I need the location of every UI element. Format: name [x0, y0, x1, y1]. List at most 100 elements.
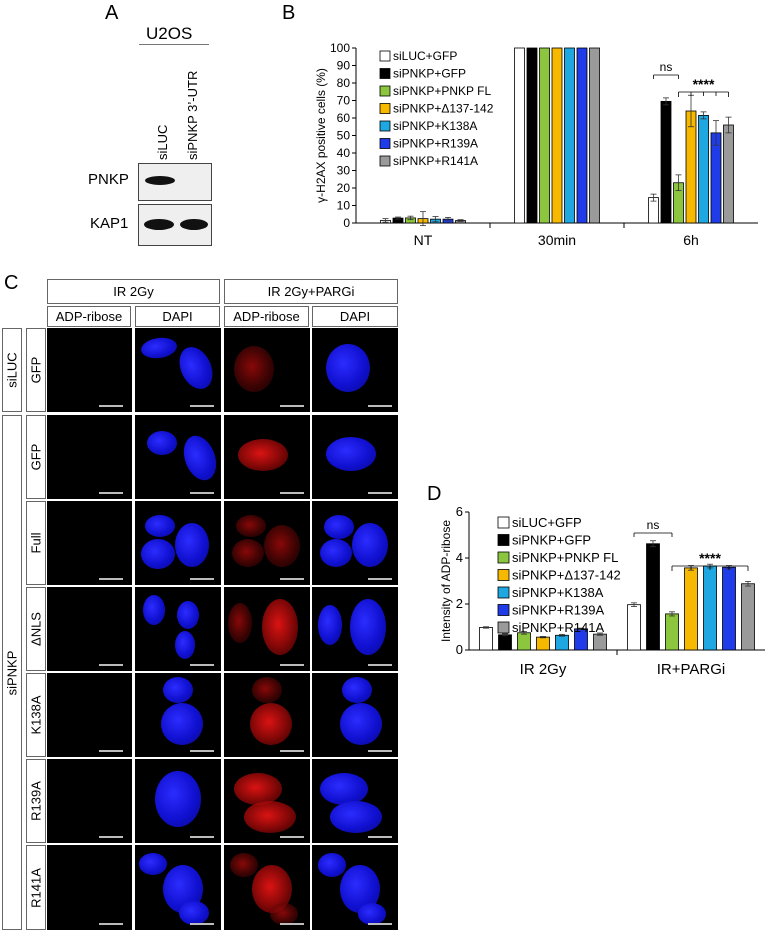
legend-label: siPNKP+Δ137-142	[393, 102, 494, 116]
condition-ir2gy-pargi: IR 2Gy+PARGi	[224, 279, 398, 304]
scale-bar	[99, 664, 123, 666]
legend-label: siPNKP+K138A	[512, 585, 604, 600]
x-category-label: IR 2Gy	[520, 661, 567, 678]
bar	[684, 567, 698, 651]
micro-r4-c1	[47, 587, 132, 671]
blot-label-pnkp: PNKP	[88, 171, 129, 188]
x-category-label: 6h	[683, 232, 699, 248]
nucleus	[234, 346, 274, 392]
bar	[526, 47, 538, 224]
scale-bar	[99, 750, 123, 752]
group-sipnkp: siPNKP	[2, 415, 22, 930]
y-tick-label: 100	[330, 41, 350, 55]
bar	[551, 47, 563, 224]
nucleus	[163, 677, 193, 703]
bar	[514, 47, 525, 224]
y-tick-label: 50	[337, 129, 351, 143]
micro-r1-c4	[312, 328, 398, 412]
y-tick-label: 10	[337, 199, 351, 213]
legend-swatch	[497, 604, 510, 616]
legend-swatch	[379, 120, 391, 132]
y-tick-label: 0	[456, 642, 463, 657]
scale-bar	[190, 750, 214, 752]
y-tick-label: 80	[337, 76, 351, 90]
channel-adpr-2: ADP-ribose	[224, 306, 309, 327]
bar	[703, 565, 717, 651]
nucleus	[252, 677, 282, 703]
bar	[710, 132, 722, 224]
channel-dapi-1: DAPI	[135, 306, 220, 327]
nucleus	[139, 335, 179, 361]
micro-r3-c1	[47, 501, 132, 585]
row-label-r141a: R141A	[26, 845, 46, 930]
bar	[576, 47, 588, 224]
blot-label-kap1: KAP1	[90, 215, 129, 232]
micro-r3-c3	[224, 501, 310, 585]
nucleus	[326, 437, 376, 471]
bar	[589, 47, 600, 224]
bar	[741, 583, 755, 651]
nucleus	[143, 595, 165, 625]
kap1-blot	[138, 204, 212, 246]
legend-label: siPNKP+PNKP FL	[393, 84, 491, 98]
micro-r5-c1	[47, 673, 132, 757]
nucleus	[238, 439, 288, 471]
bar	[517, 632, 531, 651]
micro-r1-c1	[47, 328, 132, 412]
nucleus	[320, 539, 352, 567]
bar	[660, 100, 672, 224]
scale-bar	[280, 923, 304, 925]
nucleus	[324, 515, 354, 539]
legend-swatch	[497, 621, 510, 634]
nucleus	[147, 431, 177, 455]
pnkp-blot	[138, 163, 212, 201]
y-axis-label: Intensity of ADP-ribose	[439, 520, 453, 642]
scale-bar	[190, 578, 214, 580]
bar	[646, 543, 660, 651]
legend-swatch	[379, 103, 391, 114]
scale-bar	[99, 405, 123, 407]
scale-bar	[280, 750, 304, 752]
micro-r2-c2	[135, 415, 221, 499]
nucleus	[270, 903, 298, 925]
legend-label: siPNKP+R141A	[393, 154, 478, 168]
y-tick-label: 0	[343, 216, 350, 230]
group-siluc: siLUC	[2, 328, 22, 412]
micro-r4-c2	[135, 587, 221, 671]
nucleus	[145, 515, 175, 537]
nucleus	[175, 523, 209, 567]
nucleus	[177, 601, 199, 629]
channel-dapi-2: DAPI	[312, 306, 398, 327]
bar	[685, 110, 697, 224]
nucleus	[236, 515, 266, 537]
scale-bar	[99, 578, 123, 580]
nucleus	[161, 703, 203, 745]
micro-r7-c2	[135, 845, 221, 930]
micro-r1-c3	[224, 328, 310, 412]
kap1-band-siluc	[144, 219, 174, 230]
nucleus	[234, 773, 282, 805]
nucleus	[340, 703, 382, 745]
x-category-label: 30min	[538, 232, 576, 248]
legend-label: siPNKP+Δ137-142	[512, 568, 621, 583]
nucleus	[262, 599, 298, 655]
legend-swatch	[497, 516, 510, 529]
bar	[665, 613, 679, 651]
ns-label: ns	[660, 60, 673, 74]
scale-bar	[280, 492, 304, 494]
pnkp-band-siluc	[145, 176, 175, 185]
bar	[536, 636, 550, 651]
nucleus	[141, 539, 175, 569]
micro-r6-c2	[135, 759, 221, 843]
y-tick-label: 4	[456, 550, 463, 565]
bar	[627, 604, 641, 651]
y-axis-label: γ-H2AX positive cells (%)	[314, 68, 328, 203]
condition-ir2gy: IR 2Gy	[47, 279, 220, 304]
x-category-label: IR+PARGi	[657, 661, 726, 678]
scale-bar	[190, 664, 214, 666]
panel-a-letter: A	[105, 2, 119, 24]
legend-label: siLUC+GFP	[512, 515, 582, 530]
panel-d-letter: D	[427, 483, 442, 505]
nucleus	[179, 901, 209, 925]
nucleus	[173, 341, 219, 395]
